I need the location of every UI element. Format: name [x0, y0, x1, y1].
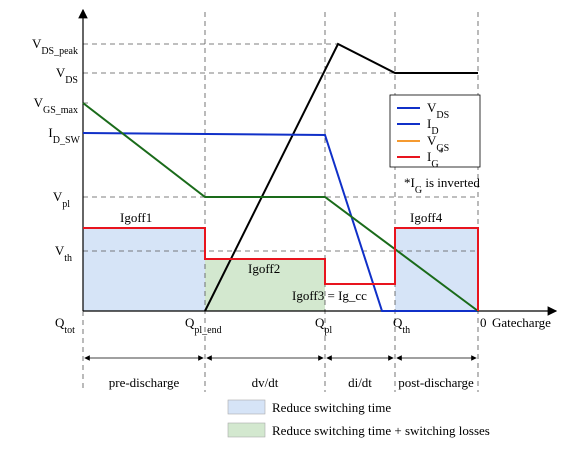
y-label: Vpl [53, 189, 70, 210]
text-part: GS [436, 143, 449, 154]
y-label: VDS [56, 65, 78, 86]
text-part: V [53, 189, 63, 204]
text-part: V [427, 133, 437, 148]
fill-region [83, 228, 205, 311]
text-part: GS_max [43, 105, 78, 116]
fill-region [205, 259, 325, 311]
text-part: pl [324, 325, 332, 336]
text-part: pl [62, 199, 70, 210]
phase-label: dv/dt [252, 375, 279, 390]
text-part: I [48, 125, 52, 140]
text-part: I [427, 149, 431, 164]
legend-label: VGS [427, 133, 449, 154]
text-part: V [34, 95, 44, 110]
x-axis-label: Gatecharge [492, 315, 551, 330]
annotation: Igoff4 [410, 210, 443, 225]
annotation: Igoff2 [248, 261, 280, 276]
text-part: 0 [480, 315, 487, 330]
text-part: G [415, 185, 422, 196]
annotation: Igoff1 [120, 210, 152, 225]
legend-label: VDS [427, 100, 449, 121]
vds-curve [204, 42, 478, 312]
text-part: I [427, 116, 431, 131]
text-part: V [427, 100, 437, 115]
text-part: D_SW [53, 135, 81, 146]
id-curve [82, 132, 478, 312]
text-part: pl_end [194, 325, 221, 336]
text-part: tot [64, 325, 75, 336]
text-part: is inverted [422, 175, 480, 190]
phase-label: pre-discharge [109, 375, 180, 390]
x-label: Qpl [315, 315, 332, 336]
fill-region [395, 228, 478, 311]
text-part: V [32, 36, 42, 51]
text-part: th [64, 253, 72, 264]
y-label: ID_SW [48, 125, 80, 146]
text-part: Q [315, 315, 325, 330]
x-label: Qpl_end [185, 315, 222, 336]
note: *IG is inverted [404, 175, 480, 196]
x-label: 0 [480, 315, 487, 330]
text-part: D [431, 126, 438, 137]
y-label: Vth [55, 243, 72, 264]
text-part: * [404, 175, 411, 190]
fill-legend-swatch [227, 422, 266, 438]
text-part: V [55, 243, 65, 258]
annotation: Igoff3 = Ig_cc [292, 288, 367, 303]
text-part: Q [393, 315, 403, 330]
fill-legend-label: Reduce switching time [272, 400, 391, 415]
text-part: DS [436, 110, 449, 121]
fill-legend-swatch [227, 399, 266, 415]
fill-legend-label: Reduce switching time + switching losses [272, 423, 490, 438]
phase-label: di/dt [348, 375, 372, 390]
vgs-curve [82, 102, 479, 312]
text-part: th [402, 325, 410, 336]
text-part: * [439, 148, 444, 159]
guides [82, 12, 479, 392]
text-part: I [411, 175, 415, 190]
text-part: G [431, 159, 438, 170]
text-part: DS [65, 75, 78, 86]
ig-curve [83, 227, 479, 311]
phase-label: post-discharge [398, 375, 474, 390]
text-part: DS_peak [41, 46, 78, 57]
text-part: Q [55, 315, 65, 330]
y-label: VGS_max [34, 95, 78, 116]
x-label: Qth [393, 315, 410, 336]
text-part: Q [185, 315, 195, 330]
legend-label: IG* [427, 148, 444, 170]
text-part: V [56, 65, 66, 80]
x-label: Qtot [55, 315, 75, 336]
legend-label: ID [427, 116, 439, 137]
y-label: VDS_peak [32, 36, 78, 57]
